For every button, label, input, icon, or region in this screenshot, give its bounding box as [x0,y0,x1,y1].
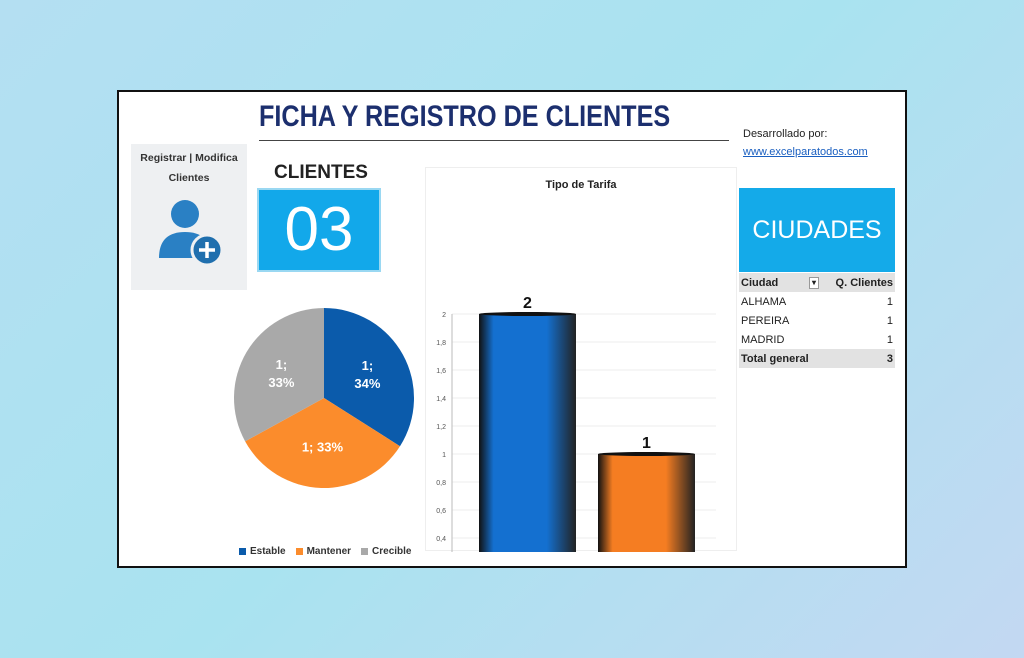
pie-chart: 1; 34% 1; 33% 1; 33% [233,308,414,488]
bar-top [479,312,576,316]
filter-icon[interactable]: ▾ [808,276,819,289]
legend-label: Mantener [306,546,352,557]
chart-title: Tipo de Tarifa [545,179,617,191]
y-tick-label: 1,4 [436,396,446,403]
total-count: 3 [823,349,895,368]
total-row: Total general 3 [739,349,895,368]
count-cell: 1 [886,295,893,308]
legend-item: Crecible [361,546,412,557]
header-count: Q. Clientes [823,273,895,292]
cities-title: CIUDADES [739,188,895,272]
dashboard-sheet: FICHA Y REGISTRO DE CLIENTES Desarrollad… [117,90,907,616]
y-tick-label: 0,4 [436,536,446,543]
bar [479,314,576,594]
user-add-icon [159,200,224,267]
city-cell: MADRID [741,333,785,346]
cities-pivot-table: Ciudad ▾ Q. Clientes ALHAMA 1 PEREIRA 1 MAD… [739,273,895,368]
bar [598,454,695,594]
register-label-line2: Clientes [168,172,210,184]
clients-count: 03 [257,188,381,272]
pie-data-label: 1; 33% [302,439,344,454]
pie-data-label: 1; 34% [354,358,380,391]
legend-item: Estable [239,546,286,557]
register-client-button[interactable]: Registrar | Modifica Clientes [131,144,247,290]
table-row: PEREIRA 1 [739,311,895,330]
table-row: MADRID 1 [739,330,895,349]
pie-slice [233,308,324,442]
y-tick-label: 1,2 [436,424,446,431]
y-tick-label: 2 [442,312,446,319]
total-label: Total general [739,349,823,368]
table-row: ALHAMA 1 [739,292,895,311]
developer-link[interactable]: www.excelparatodos.com [743,146,868,158]
y-tick-label: 1,8 [436,340,446,347]
legend-swatch [239,548,246,555]
city-cell: PEREIRA [741,314,790,327]
page-title: FICHA Y REGISTRO DE CLIENTES [259,100,671,133]
bar-chart: Tipo de Tarifa00,20,40,60,811,21,41,61,8… [436,179,716,616]
y-tick-label: 1 [442,452,446,459]
bar-chart-panel: Tipo de Tarifa00,20,40,60,811,21,41,61,8… [425,167,737,616]
legend-swatch [361,548,369,555]
count-cell: 1 [886,314,893,327]
pie-slice [324,308,414,447]
bar-data-label: 1 [642,435,651,452]
legend-item: Mantener [295,546,352,557]
city-cell: ALHAMA [741,295,787,308]
pie-slice [245,398,400,488]
bar-data-label: 2 [523,295,532,312]
register-label-line1: Registrar | Modifica [140,152,238,164]
header-city[interactable]: Ciudad ▾ [739,273,823,292]
legend-label: Estable [250,546,286,557]
legend-label: Crecible [372,546,412,557]
pie-legend: Estable Mantener Crecible [239,546,412,557]
legend-swatch [295,548,303,555]
table-header: Ciudad ▾ Q. Clientes [739,273,895,292]
count-cell: 1 [886,333,893,346]
developer-label: Desarrollado por: [743,128,828,140]
y-tick-label: 0,8 [436,480,446,487]
y-tick-label: 0,6 [436,508,446,515]
header-label: Ciudad [741,276,779,289]
title-underline [259,140,729,141]
y-tick-label: 1,6 [436,368,446,375]
clients-label: CLIENTES [274,162,368,183]
pie-data-label: 1; 33% [268,357,294,390]
bar-top [598,452,695,456]
